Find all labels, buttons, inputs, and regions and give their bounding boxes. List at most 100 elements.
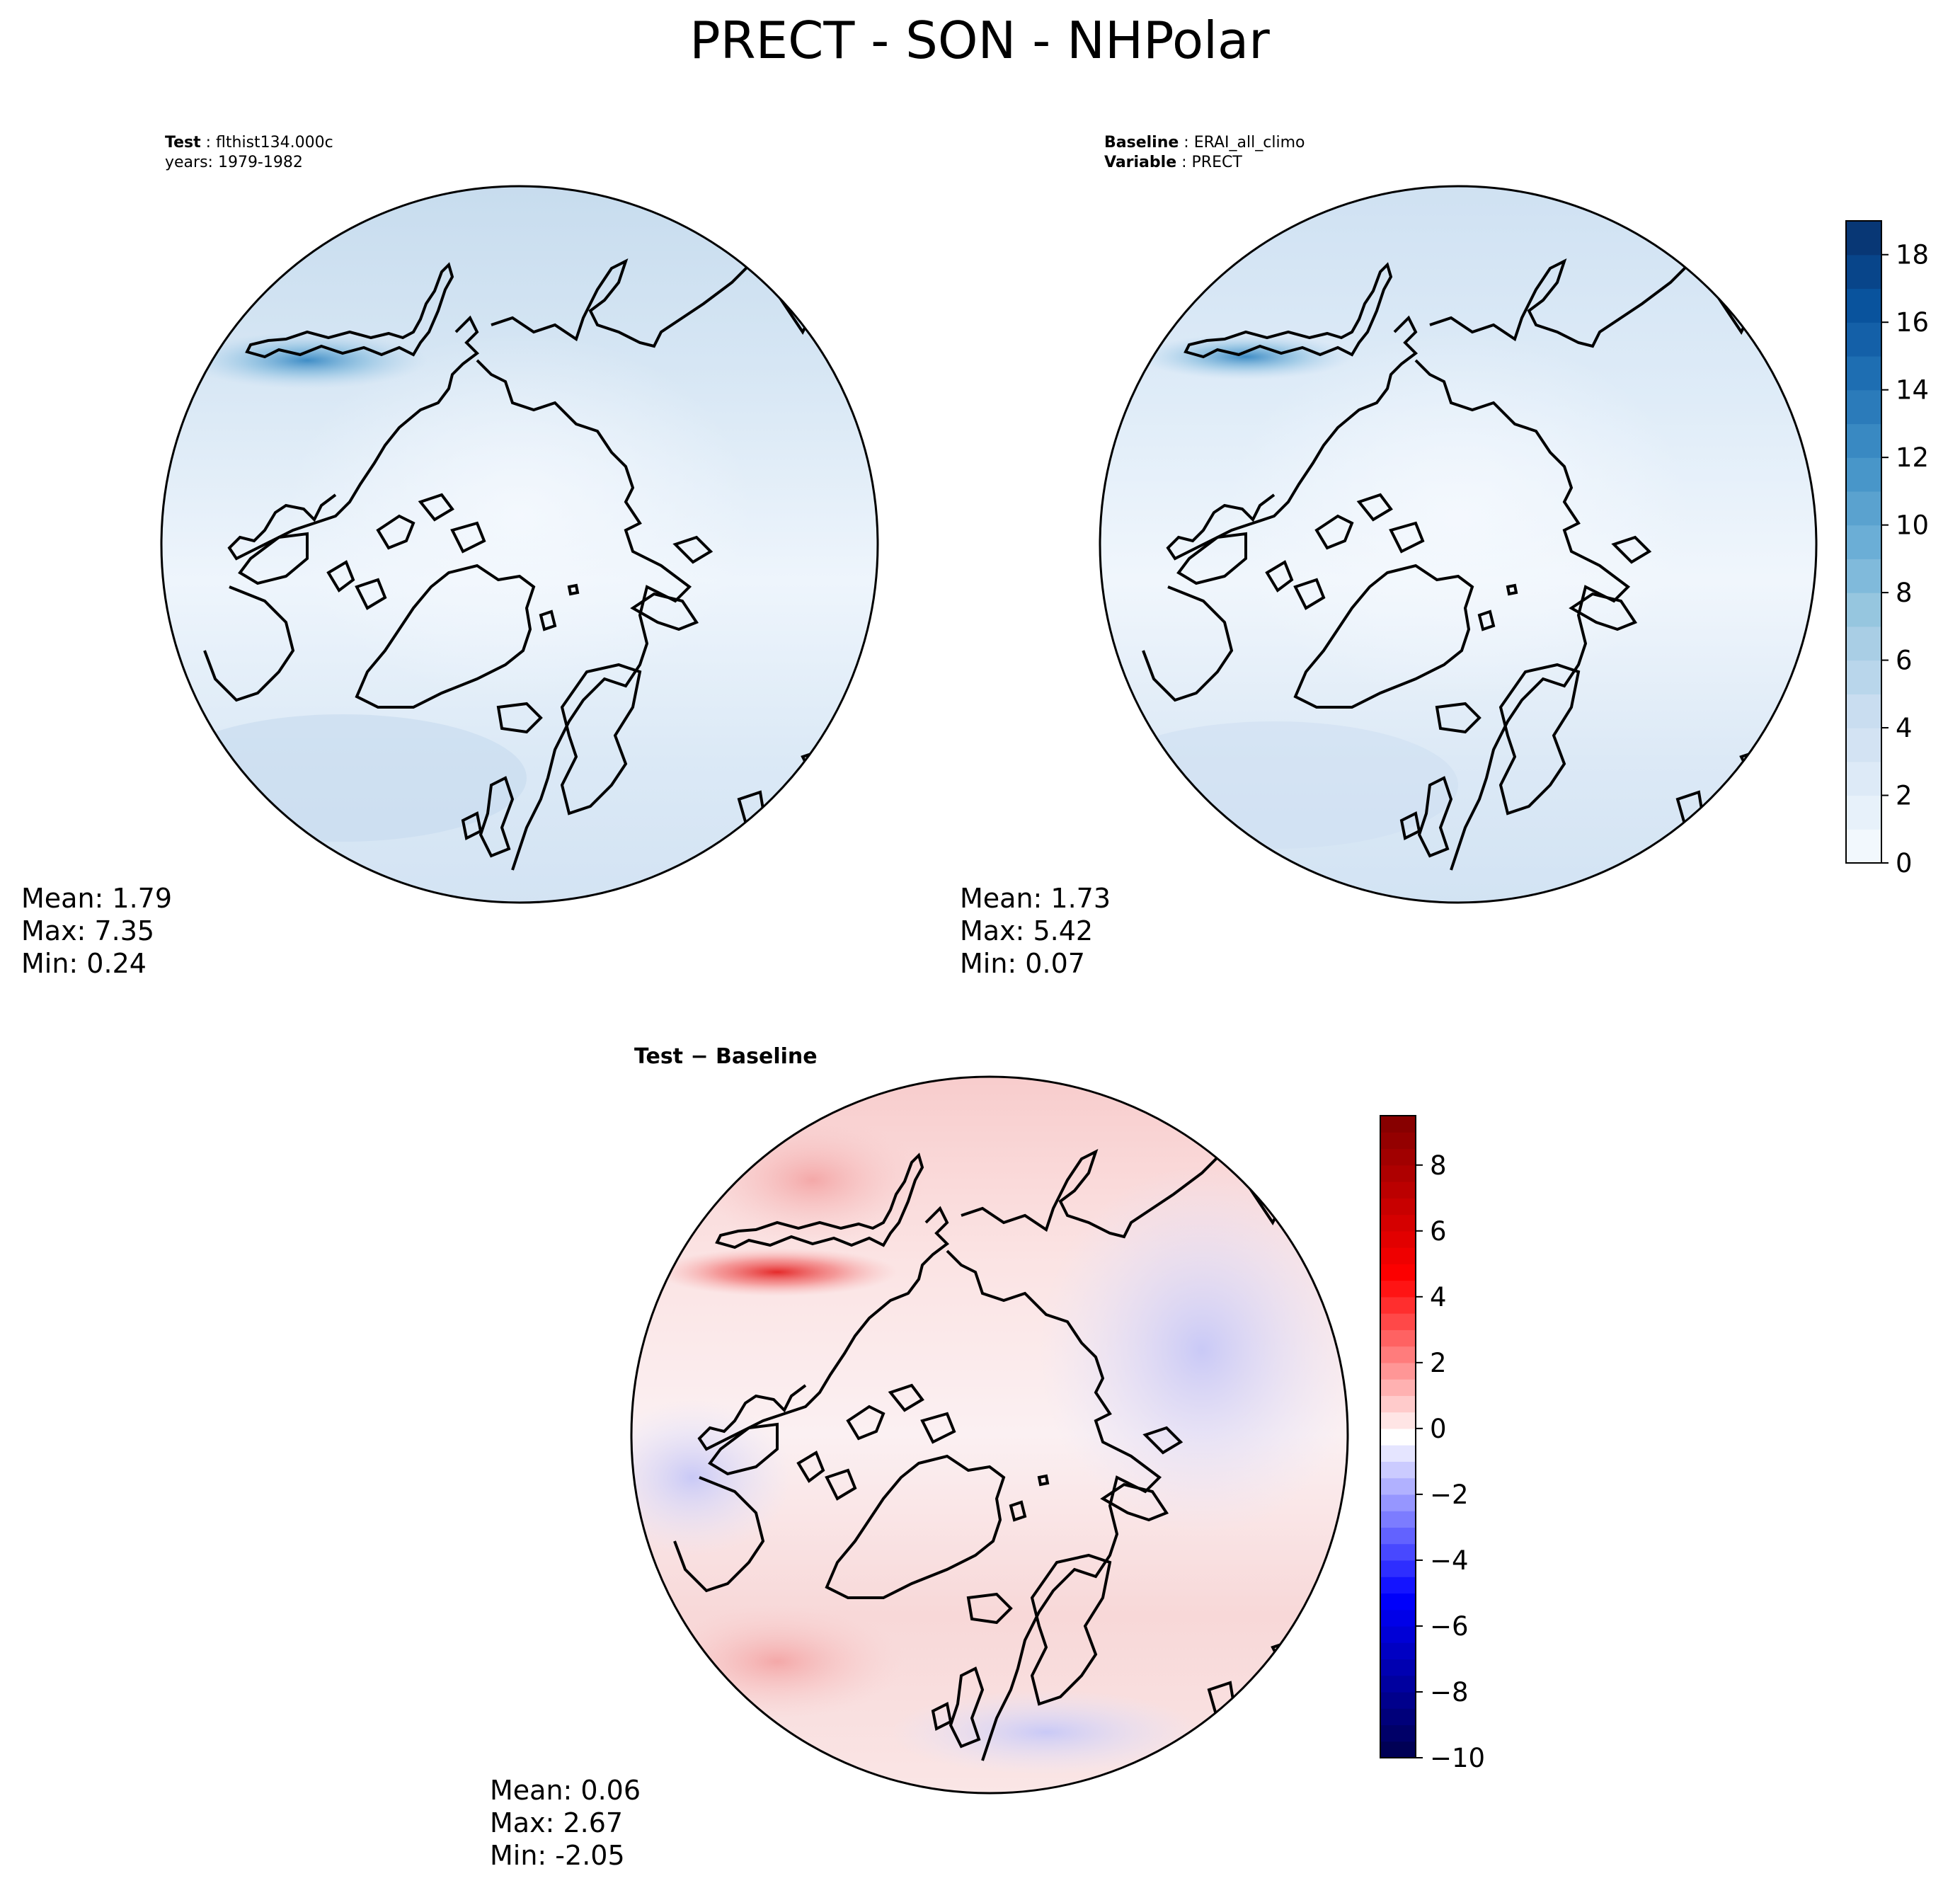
diff-colorbar-frame: [1380, 1115, 1416, 1758]
map-difference-neg-south: [890, 1690, 1202, 1775]
diff-colorbar-level: [1380, 1148, 1416, 1166]
precip-colorbar-level: [1846, 559, 1881, 593]
map-test-atlantic-band: [161, 714, 527, 842]
precip-colorbar-level: [1846, 728, 1881, 762]
diff-colorbar-level: [1380, 1428, 1416, 1446]
diff-colorbar-tick-label: 4: [1430, 1282, 1447, 1312]
diff-colorbar-level: [1380, 1675, 1416, 1693]
precip-colorbar-level: [1846, 593, 1881, 627]
precip-colorbar-tick-label: 6: [1896, 646, 1913, 676]
diff-colorbar-level: [1380, 1543, 1416, 1561]
precip-colorbar-level: [1846, 254, 1881, 290]
baseline-name: ERAI_all_climo: [1194, 134, 1305, 151]
map-difference: [630, 1075, 1349, 1795]
diff-colorbar-tick-label: −6: [1430, 1611, 1469, 1642]
map-difference-boundary: [630, 1075, 1349, 1795]
precip-colorbar-level: [1846, 491, 1881, 526]
diff-colorbar-level: [1380, 1724, 1416, 1742]
diff-colorbar-level: [1380, 1577, 1416, 1594]
diff-colorbar: −10 −8 −6 −4 −2 0 2 4 6 8: [1380, 1115, 1485, 1773]
precip-colorbar-level: [1846, 355, 1881, 391]
precip-colorbar-tick-label: 14: [1896, 375, 1929, 406]
precip-colorbar-level: [1846, 423, 1881, 458]
precip-colorbar-level: [1846, 694, 1881, 728]
diff-colorbar-tick-label: −8: [1430, 1677, 1469, 1707]
map-test-pole-low: [286, 332, 753, 700]
baseline-header-1: Baseline : ERAI_all_climo: [1104, 134, 1305, 151]
diff-colorbar-tick-label: 0: [1430, 1414, 1447, 1444]
map-difference-neg-west: [631, 1400, 791, 1555]
precip-colorbar-level: [1846, 829, 1881, 864]
diff-colorbar-level: [1380, 1198, 1416, 1215]
diff-colorbar-tick-label: 2: [1430, 1348, 1447, 1378]
precip-colorbar-tick-label: 2: [1896, 781, 1913, 811]
diff-colorbar-level: [1380, 1741, 1416, 1758]
diff-colorbar-level: [1380, 1346, 1416, 1363]
diff-colorbar-level: [1380, 1379, 1416, 1396]
map-baseline-pole-low: [1225, 332, 1692, 700]
map-difference-pos-south: [650, 1605, 905, 1718]
map-difference-neg-east: [1039, 1166, 1348, 1534]
diff-colorbar-level: [1380, 1412, 1416, 1429]
diff-colorbar-tick-label: −10: [1430, 1743, 1485, 1773]
diff-colorbar-level: [1380, 1132, 1416, 1150]
precip-colorbar-tick-label: 0: [1896, 848, 1913, 879]
map-test-boundary: [160, 185, 879, 904]
diff-colorbar-level: [1380, 1445, 1416, 1462]
baseline-stats: Mean: 1.73 Max: 5.42 Min: 0.07: [960, 883, 1119, 979]
precip-colorbar-level: [1846, 288, 1881, 323]
diff-colorbar-level: [1380, 1362, 1416, 1380]
precip-colorbar-level: [1846, 525, 1881, 559]
diff-colorbar-level: [1380, 1494, 1416, 1511]
diff-colorbar-level: [1380, 1625, 1416, 1643]
diff-colorbar-level: [1380, 1230, 1416, 1248]
map-baseline-boundary: [1099, 185, 1818, 904]
diff-colorbar-level: [1380, 1165, 1416, 1182]
precip-colorbar-tick-label: 8: [1896, 578, 1913, 608]
map-baseline: [1099, 185, 1818, 904]
figure-title: PRECT - SON - NHPolar: [689, 11, 1270, 70]
diff-colorbar-level: [1380, 1182, 1416, 1198]
test-years: years: 1979-1982: [165, 154, 303, 171]
diff-colorbar-level: [1380, 1313, 1416, 1330]
difference-stats: Mean: 0.06 Max: 2.67 Min: -2.05: [490, 1775, 649, 1871]
test-stats: Mean: 1.79 Max: 7.35 Min: 0.24: [21, 883, 180, 979]
precip-colorbar: 0 2 4 6 8 10 12 14 16 18: [1845, 220, 1929, 879]
diff-colorbar-level: [1380, 1296, 1416, 1314]
precip-colorbar-tick-label: 4: [1896, 713, 1913, 743]
diff-colorbar-tick-label: 8: [1430, 1150, 1447, 1181]
diff-colorbar-level: [1380, 1280, 1416, 1298]
diff-colorbar-level: [1380, 1214, 1416, 1232]
baseline-header-2: Variable : PRECT: [1104, 154, 1242, 171]
diff-colorbar-level: [1380, 1609, 1416, 1627]
panel-difference: Test − Baseline Mean: 0.06 Max: 2.67 Min…: [490, 1044, 1349, 1871]
baseline-label: Baseline: [1104, 134, 1179, 151]
map-baseline-storm-max: [1140, 334, 1352, 379]
difference-title: Test − Baseline: [634, 1044, 818, 1069]
precip-colorbar-tick-label: 12: [1896, 442, 1929, 473]
precip-colorbar-frame: [1845, 220, 1882, 864]
diff-colorbar-level: [1380, 1527, 1416, 1545]
diff-colorbar-level: [1380, 1247, 1416, 1264]
precip-colorbar-level: [1846, 457, 1881, 492]
precip-colorbar-level: [1846, 795, 1881, 830]
diff-colorbar-level: [1380, 1659, 1416, 1676]
diff-colorbar-level: [1380, 1511, 1416, 1528]
diff-colorbar-level: [1380, 1691, 1416, 1709]
precip-colorbar-level: [1846, 626, 1881, 661]
diff-colorbar-tick-label: −4: [1430, 1545, 1469, 1576]
diff-colorbar-level: [1380, 1593, 1416, 1610]
map-test-storm-max: [187, 332, 428, 389]
precip-colorbar-level: [1846, 389, 1881, 425]
diff-colorbar-tick-label: 6: [1430, 1216, 1447, 1247]
diff-colorbar-level: [1380, 1116, 1416, 1133]
diff-colorbar-level: [1380, 1642, 1416, 1660]
precip-colorbar-level: [1846, 322, 1881, 357]
diff-colorbar-level: [1380, 1477, 1416, 1495]
diff-colorbar-tick-label: −2: [1430, 1480, 1469, 1510]
map-difference-storm-diff: [657, 1248, 898, 1296]
diff-colorbar-level: [1380, 1329, 1416, 1347]
diff-colorbar-level: [1380, 1708, 1416, 1726]
precip-colorbar-tick-label: 18: [1896, 240, 1929, 270]
panel-baseline: Baseline : ERAI_all_climo Variable : PRE…: [960, 134, 1818, 979]
